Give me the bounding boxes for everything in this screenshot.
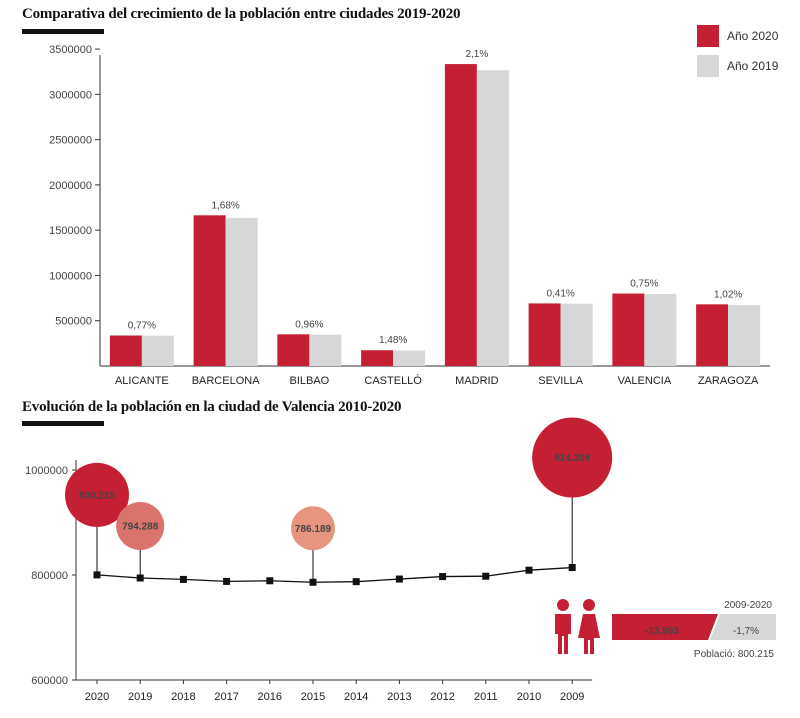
bar-category-label: MADRID bbox=[455, 375, 498, 387]
bar-2019 bbox=[225, 217, 258, 366]
legend-item-2020: Año 2020 bbox=[697, 25, 778, 47]
person-head bbox=[583, 599, 595, 611]
bar-2020 bbox=[612, 293, 645, 366]
line-x-tick-label: 2009 bbox=[560, 691, 584, 703]
summary-change-box bbox=[612, 614, 718, 640]
line-x-tick-label: 2018 bbox=[171, 691, 195, 703]
bar-2020 bbox=[277, 334, 310, 366]
line-x-tick-label: 2011 bbox=[474, 691, 498, 703]
line-x-tick-label: 2015 bbox=[301, 691, 325, 703]
callout-label: 786.189 bbox=[295, 524, 332, 535]
summary-change-value: -13.993 bbox=[645, 626, 679, 637]
line-x-tick-label: 2017 bbox=[214, 691, 238, 703]
bar-data-label: 0,75% bbox=[630, 279, 658, 290]
bar-category-label: SEVILLA bbox=[538, 375, 583, 387]
bar-category-label: BILBAO bbox=[290, 375, 330, 387]
person-body bbox=[555, 614, 571, 654]
line-point bbox=[395, 575, 403, 583]
summary-period-label: 2009-2020 bbox=[724, 600, 772, 611]
bar-2019 bbox=[560, 303, 593, 366]
bar-y-tick-label: 500000 bbox=[55, 316, 92, 328]
line-point bbox=[179, 575, 187, 583]
summary-percent-box bbox=[710, 614, 776, 640]
callout-label: 794.288 bbox=[122, 521, 159, 532]
line-point bbox=[266, 577, 274, 585]
line-y-tick-label: 1000000 bbox=[25, 465, 68, 477]
bar-2019 bbox=[644, 294, 677, 366]
bar-2019 bbox=[309, 334, 342, 366]
person-head bbox=[557, 599, 569, 611]
callout-bubble bbox=[291, 506, 335, 551]
person-body bbox=[578, 614, 600, 654]
line-x-tick-label: 2020 bbox=[85, 691, 109, 703]
bar-2020 bbox=[109, 335, 142, 366]
legend-swatch-2019 bbox=[697, 55, 719, 77]
callout-bubble bbox=[116, 501, 165, 550]
line-point bbox=[482, 572, 490, 580]
bar-data-label: 0,96% bbox=[295, 319, 323, 330]
bar-data-label: 0,41% bbox=[546, 288, 574, 299]
legend-label-2020: Año 2020 bbox=[727, 29, 779, 43]
bar-2020 bbox=[193, 215, 226, 366]
line-point bbox=[439, 573, 447, 581]
people-icon bbox=[555, 599, 600, 654]
line-chart-title-rule bbox=[22, 421, 104, 426]
bar-category-label: BARCELONA bbox=[192, 375, 261, 387]
bar-2020 bbox=[361, 350, 394, 366]
line-series-path bbox=[96, 566, 573, 583]
line-point bbox=[352, 578, 360, 586]
line-point bbox=[525, 566, 533, 574]
legend-swatch-2020 bbox=[697, 25, 719, 47]
callout-label: 800.215 bbox=[79, 490, 116, 501]
callout-bubble bbox=[65, 462, 129, 527]
bar-data-label: 1,48% bbox=[379, 335, 407, 346]
bar-y-tick-label: 3000000 bbox=[49, 89, 92, 101]
bar-2019 bbox=[393, 350, 426, 366]
line-x-tick-label: 2010 bbox=[517, 691, 541, 703]
legend-item-2019: Año 2019 bbox=[697, 55, 778, 77]
callout-bubble bbox=[532, 417, 613, 498]
line-point bbox=[223, 577, 231, 585]
bar-2020 bbox=[444, 64, 477, 367]
line-x-tick-label: 2019 bbox=[128, 691, 152, 703]
bar-y-tick-label: 1000000 bbox=[49, 270, 92, 282]
line-x-tick-label: 2016 bbox=[258, 691, 282, 703]
line-x-tick-label: 2012 bbox=[430, 691, 454, 703]
legend-label-2019: Año 2019 bbox=[727, 59, 779, 73]
summary-percent-value: -1,7% bbox=[733, 626, 759, 637]
bar-y-tick-label: 2000000 bbox=[49, 180, 92, 192]
bar-2019 bbox=[476, 70, 509, 367]
bar-data-label: 2,1% bbox=[465, 49, 488, 60]
line-x-tick-label: 2014 bbox=[344, 691, 368, 703]
bar-y-tick-label: 3500000 bbox=[49, 44, 92, 56]
bar-chart-title: Comparativa del crecimiento de la poblac… bbox=[22, 6, 461, 22]
bar-chart-title-rule bbox=[22, 29, 104, 34]
bar-category-label: VALENCIA bbox=[618, 375, 672, 387]
callout-label: 814.208 bbox=[554, 453, 591, 464]
bar-category-label: ZARAGOZA bbox=[698, 375, 759, 387]
line-y-tick-label: 600000 bbox=[31, 675, 68, 687]
bar-category-label: CASTELLÓ bbox=[364, 374, 422, 387]
bar-data-label: 1,02% bbox=[714, 289, 742, 300]
bar-category-label: ALICANTE bbox=[115, 375, 169, 387]
line-y-tick-label: 800000 bbox=[31, 570, 68, 582]
bar-2020 bbox=[696, 304, 729, 366]
bar-2019 bbox=[728, 304, 761, 366]
bar-data-label: 0,77% bbox=[128, 320, 156, 331]
bar-2020 bbox=[528, 303, 561, 366]
line-x-tick-label: 2013 bbox=[387, 691, 411, 703]
line-chart-title: Evolución de la población en la ciudad d… bbox=[22, 399, 402, 415]
summary-population-label: Població: 800.215 bbox=[694, 649, 775, 660]
bar-data-label: 1,68% bbox=[211, 200, 239, 211]
bar-y-tick-label: 2500000 bbox=[49, 135, 92, 147]
bar-chart-legend: Año 2020 Año 2019 bbox=[697, 25, 778, 85]
bar-2019 bbox=[141, 335, 174, 366]
bar-y-tick-label: 1500000 bbox=[49, 225, 92, 237]
